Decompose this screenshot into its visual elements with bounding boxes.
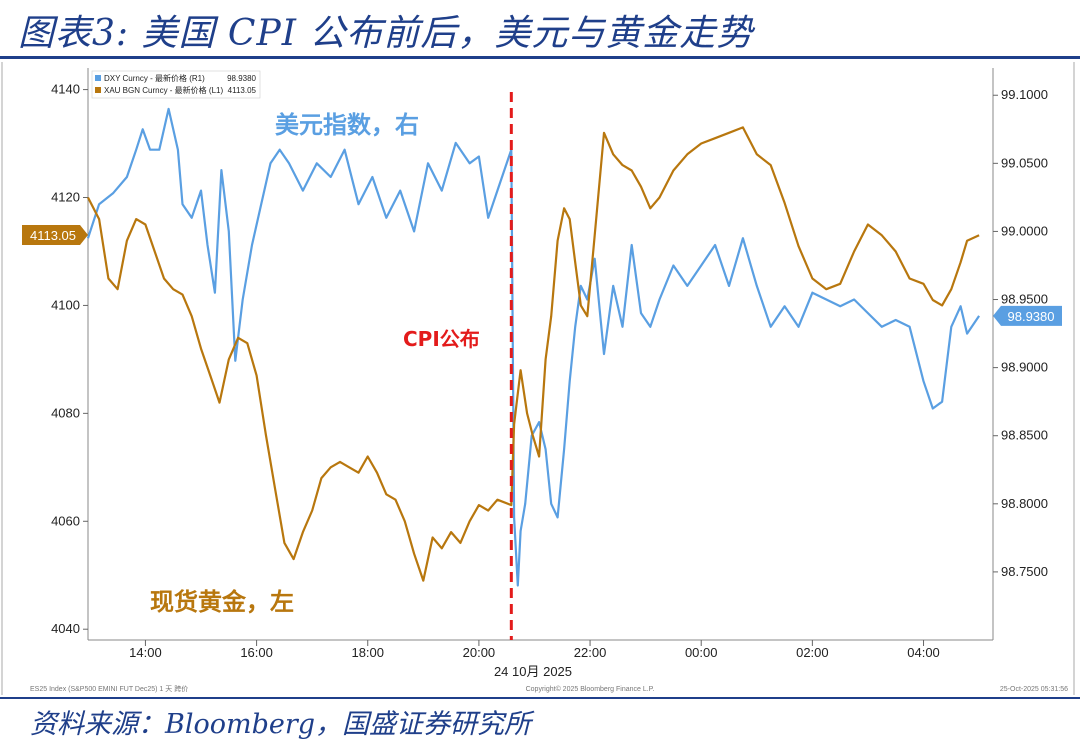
right-tick-label: 99.1000: [1001, 87, 1048, 102]
x-tick-label: 14:00: [129, 645, 162, 660]
x-tick-label: 02:00: [796, 645, 829, 660]
dxy-series-label: 美元指数，右: [275, 111, 419, 139]
right-tick-label: 98.9000: [1001, 360, 1048, 375]
x-tick-label: 20:00: [463, 645, 496, 660]
x-tick-label: 00:00: [685, 645, 718, 660]
title-divider: [0, 56, 1080, 59]
legend-dxy-value: 98.9380: [227, 74, 256, 83]
left-tick-label: 4100: [51, 297, 80, 312]
dxy-last-value-text: 98.9380: [1008, 309, 1055, 324]
x-tick-label: 04:00: [907, 645, 940, 660]
legend-xau-value: 4113.05: [228, 86, 257, 95]
dxy-series-line: [86, 107, 981, 587]
right-tick-label: 99.0500: [1001, 155, 1048, 170]
legend-dxy-swatch: [95, 75, 101, 81]
cpi-release-label: CPI公布: [403, 327, 480, 351]
right-tick-label: 99.0000: [1001, 223, 1048, 238]
figure-title: 图表3: 美国 CPI 公布前后，美元与黄金走势: [18, 13, 754, 54]
legend-dxy-label: DXY Curncy - 最新价格 (R1): [104, 73, 205, 83]
source-divider: [0, 697, 1080, 699]
x-tick-label: 18:00: [351, 645, 384, 660]
x-tick-label: 16:00: [240, 645, 273, 660]
legend-xau-label: XAU BGN Curncy - 最新价格 (L1): [104, 85, 223, 95]
source-note: 资料来源：Bloomberg，国盛证券研究所: [30, 709, 532, 740]
left-tick-label: 4140: [51, 82, 80, 97]
fine-print-center: Copyright© 2025 Bloomberg Finance L.P.: [526, 685, 655, 693]
xau-last-value-tag: 4113.05: [22, 225, 88, 246]
fine-print-left: ES25 Index (S&P500 EMINI FUT Dec25) 1 天 …: [30, 684, 188, 693]
xau-series-line: [87, 126, 980, 582]
right-tick-label: 98.9500: [1001, 292, 1048, 307]
left-tick-label: 4120: [51, 190, 80, 205]
x-date-label: 24 10月 2025: [494, 664, 572, 679]
fine-print-right: 25-Oct-2025 05:31:56: [1000, 686, 1068, 693]
right-tick-label: 98.8500: [1001, 428, 1048, 443]
legend: DXY Curncy - 最新价格 (R1) 98.9380 XAU BGN C…: [91, 70, 261, 99]
dxy-last-value-tag: 98.9380: [993, 305, 1062, 326]
chart-plot: 4040 4060 4080 4100 4120 4140 98.7500 98.8000 9…: [1, 62, 1075, 695]
x-tick-label: 22:00: [574, 645, 607, 660]
left-tick-label: 4040: [51, 621, 80, 636]
right-tick-label: 98.8000: [1001, 496, 1048, 511]
xau-series-label: 现货黄金，左: [150, 588, 294, 616]
xau-last-value-text: 4113.05: [30, 228, 76, 243]
legend-xau-swatch: [95, 87, 101, 93]
left-tick-label: 4060: [51, 513, 80, 528]
left-tick-label: 4080: [51, 405, 80, 420]
right-tick-label: 98.7500: [1001, 564, 1048, 579]
